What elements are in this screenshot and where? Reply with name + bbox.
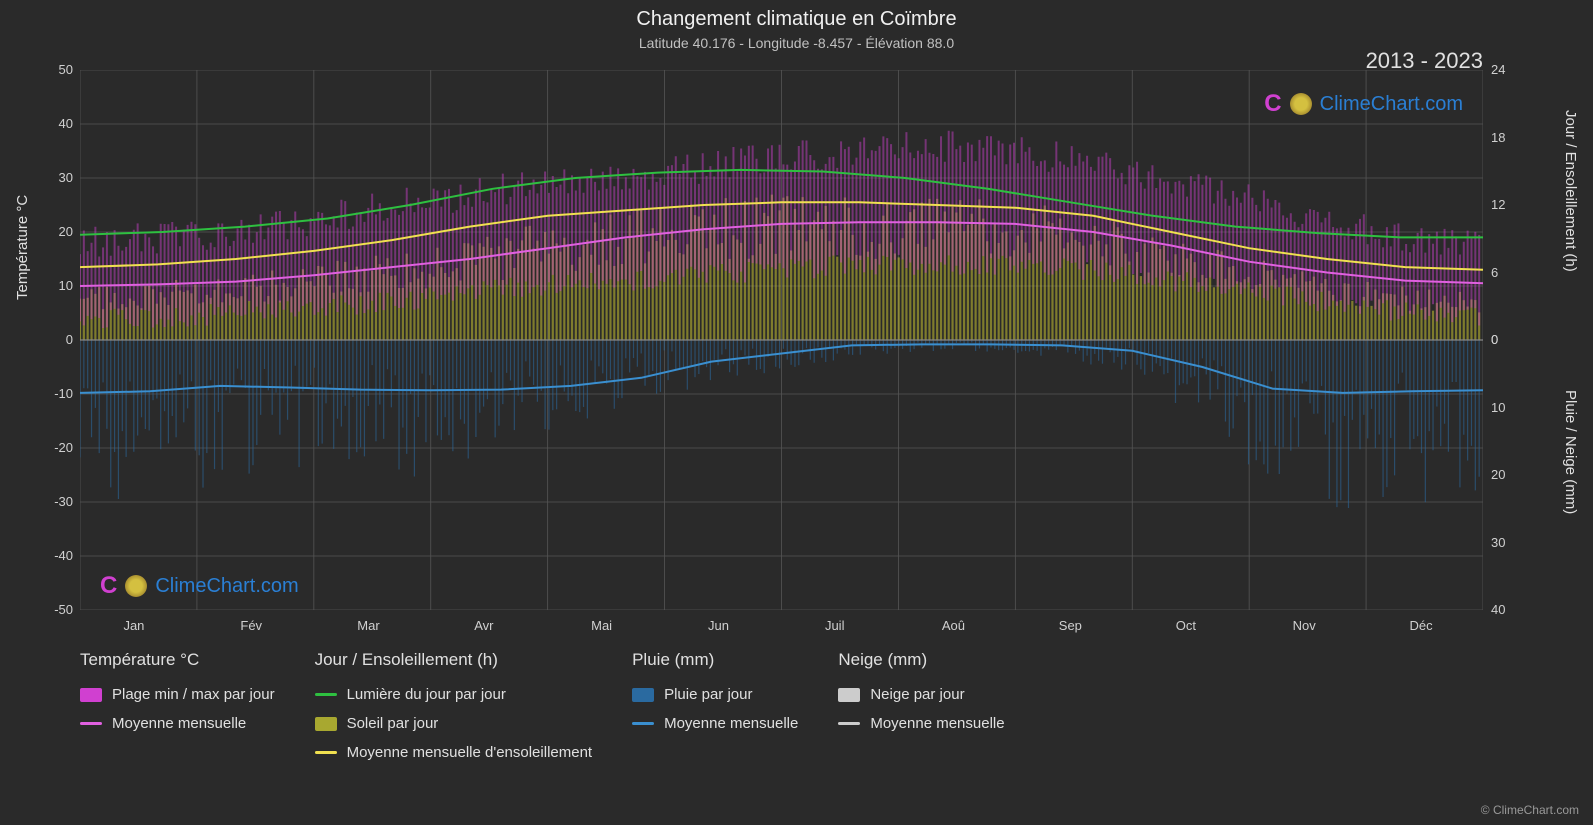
logo-sun-icon [125, 575, 147, 597]
y-tick-left: 40 [45, 116, 73, 131]
watermark-text: ClimeChart.com [155, 575, 298, 598]
legend-swatch [80, 722, 102, 725]
y-tick-left: -10 [45, 386, 73, 401]
legend-label: Soleil par jour [347, 715, 439, 732]
legend-item: Moyenne mensuelle d'ensoleillement [315, 744, 593, 761]
legend-group: Température °C Plage min / max par jour Mo… [80, 650, 275, 761]
legend-label: Lumière du jour par jour [347, 686, 506, 703]
y-tick-left: 20 [45, 224, 73, 239]
y-tick-left: -40 [45, 548, 73, 563]
legend-swatch [315, 751, 337, 754]
logo-c-icon: C [100, 572, 117, 600]
y-axis-right-top-label: Jour / Ensoleillement (h) [1562, 110, 1579, 272]
legend-item: Plage min / max par jour [80, 686, 275, 703]
logo-c-icon: C [1264, 90, 1281, 118]
legend-item: Pluie par jour [632, 686, 798, 703]
y-tick-right: 30 [1491, 535, 1505, 550]
x-tick-month: Mai [591, 618, 612, 633]
legend-label: Neige par jour [870, 686, 964, 703]
y-tick-right: 12 [1491, 197, 1505, 212]
chart-subtitle: Latitude 40.176 - Longitude -8.457 - Élé… [0, 31, 1593, 51]
y-tick-left: 30 [45, 170, 73, 185]
legend-group: Jour / Ensoleillement (h) Lumière du jour… [315, 650, 593, 761]
logo-sun-icon [1290, 93, 1312, 115]
legend-header: Jour / Ensoleillement (h) [315, 650, 593, 670]
watermark-text: ClimeChart.com [1320, 93, 1463, 116]
legend-label: Moyenne mensuelle d'ensoleillement [347, 744, 593, 761]
y-tick-left: -30 [45, 494, 73, 509]
chart-plot-area [80, 70, 1483, 610]
legend-label: Moyenne mensuelle [664, 715, 798, 732]
legend-item: Moyenne mensuelle [80, 715, 275, 732]
chart-svg [80, 70, 1483, 610]
x-tick-month: Nov [1293, 618, 1316, 633]
legend-swatch [80, 688, 102, 702]
x-tick-month: Aoû [942, 618, 965, 633]
x-tick-month: Sep [1059, 618, 1082, 633]
watermark-bottom: C ClimeChart.com [100, 572, 299, 600]
y-tick-left: 10 [45, 278, 73, 293]
legend: Température °C Plage min / max par jour Mo… [80, 650, 1533, 761]
legend-swatch [632, 722, 654, 725]
legend-swatch [315, 717, 337, 731]
y-tick-right: 18 [1491, 130, 1505, 145]
legend-header: Neige (mm) [838, 650, 1004, 670]
x-tick-month: Déc [1410, 618, 1433, 633]
legend-item: Soleil par jour [315, 715, 593, 732]
y-tick-right: 20 [1491, 467, 1505, 482]
y-axis-left-label: Température °C [14, 195, 31, 300]
watermark-top: C ClimeChart.com [1264, 90, 1463, 118]
y-axis-right-bottom-label: Pluie / Neige (mm) [1562, 390, 1579, 514]
copyright: © ClimeChart.com [1481, 803, 1579, 817]
x-tick-month: Jun [708, 618, 729, 633]
x-tick-month: Avr [474, 618, 493, 633]
legend-label: Plage min / max par jour [112, 686, 275, 703]
y-tick-right: 0 [1491, 332, 1498, 347]
y-tick-left: -50 [45, 602, 73, 617]
chart-title: Changement climatique en Coïmbre [0, 0, 1593, 31]
x-tick-month: Mar [357, 618, 379, 633]
legend-item: Moyenne mensuelle [632, 715, 798, 732]
x-tick-month: Fév [240, 618, 262, 633]
legend-label: Moyenne mensuelle [112, 715, 246, 732]
legend-header: Pluie (mm) [632, 650, 798, 670]
legend-label: Moyenne mensuelle [870, 715, 1004, 732]
legend-group: Neige (mm) Neige par jour Moyenne mensuell… [838, 650, 1004, 761]
legend-swatch [838, 688, 860, 702]
legend-group: Pluie (mm) Pluie par jour Moyenne mensuell… [632, 650, 798, 761]
y-tick-left: 0 [45, 332, 73, 347]
y-tick-left: 50 [45, 62, 73, 77]
y-tick-right: 40 [1491, 602, 1505, 617]
legend-item: Neige par jour [838, 686, 1004, 703]
y-tick-left: -20 [45, 440, 73, 455]
y-tick-right: 10 [1491, 400, 1505, 415]
legend-item: Moyenne mensuelle [838, 715, 1004, 732]
y-tick-right: 24 [1491, 62, 1505, 77]
y-tick-right: 6 [1491, 265, 1498, 280]
legend-swatch [838, 722, 860, 725]
legend-header: Température °C [80, 650, 275, 670]
x-tick-month: Oct [1176, 618, 1196, 633]
legend-item: Lumière du jour par jour [315, 686, 593, 703]
x-tick-month: Jan [123, 618, 144, 633]
legend-swatch [315, 693, 337, 696]
x-tick-month: Juil [825, 618, 845, 633]
legend-label: Pluie par jour [664, 686, 752, 703]
legend-swatch [632, 688, 654, 702]
